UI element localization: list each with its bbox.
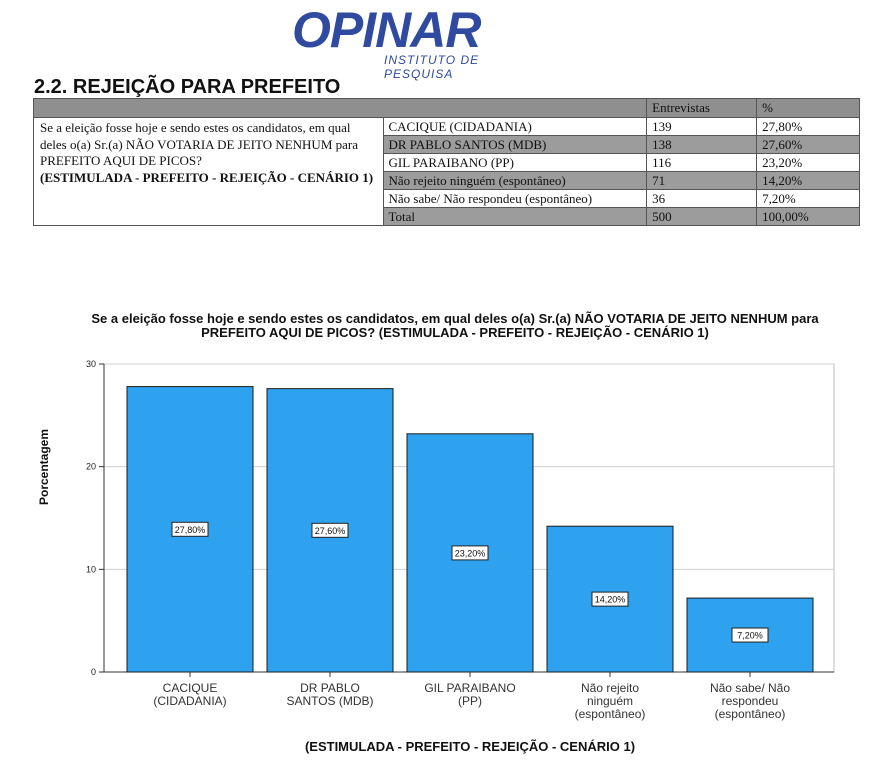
bar: [406, 433, 534, 673]
logo-wordmark: OPINAR: [292, 2, 481, 58]
row-count: 500: [646, 207, 758, 226]
chart-title: Se a eleição fosse hoje e sendo estes os…: [91, 311, 819, 340]
x-tick-label: CACIQUE: [163, 681, 218, 695]
row-count: 139: [646, 117, 758, 136]
table-row-total: Total 500 100,00%: [34, 207, 860, 226]
row-pct: 100,00%: [756, 207, 860, 226]
x-tick-label: (CIDADANIA): [153, 694, 226, 708]
x-tick-label: GIL PARAIBANO: [424, 681, 515, 695]
y-tick-label: 0: [91, 667, 96, 677]
results-table: Entrevistas % Se a eleição fosse hoje e …: [32, 98, 860, 226]
data-label: 14,20%: [595, 595, 626, 605]
row-label: CACIQUE (CIDADANIA): [382, 117, 648, 136]
question-note: (ESTIMULADA - PREFEITO - REJEIÇÃO - CENÁ…: [40, 169, 374, 185]
row-label: Total: [382, 207, 648, 226]
row-pct: 27,80%: [756, 117, 860, 136]
row-label: Não sabe/ Não respondeu (espontâneo): [382, 189, 648, 208]
data-label: 7,20%: [737, 631, 763, 641]
row-pct: 14,20%: [756, 171, 860, 190]
data-label-box: [451, 545, 489, 561]
plot-area: [103, 363, 835, 673]
header-interviews: Entrevistas: [646, 98, 758, 118]
bar: [266, 388, 394, 673]
x-tick-label: Não rejeito: [581, 681, 639, 695]
x-tick-label: (PP): [458, 694, 482, 708]
y-tick-label: 30: [86, 359, 96, 369]
data-label-box: [171, 521, 209, 537]
bar: [126, 386, 254, 673]
row-label: DR PABLO SANTOS (MDB): [382, 135, 648, 154]
table-row: Não rejeito ninguém (espontâneo) 71 14,2…: [34, 171, 860, 190]
section-title: 2.2. REJEIÇÃO PARA PREFEITO: [34, 76, 341, 98]
row-pct: 7,20%: [756, 189, 860, 208]
x-tick-label: (espontâneo): [575, 707, 646, 721]
data-label: 27,80%: [175, 525, 206, 535]
row-pct: 23,20%: [756, 153, 860, 172]
y-tick-label: 20: [86, 462, 96, 472]
question-cell: Se a eleição fosse hoje e sendo estes os…: [33, 117, 384, 226]
x-tick-label: SANTOS (MDB): [286, 694, 373, 708]
data-label: 23,20%: [455, 548, 486, 558]
x-tick-label: (espontâneo): [715, 707, 786, 721]
table-header-blank: [32, 98, 648, 118]
row-label: Não rejeito ninguém (espontâneo): [382, 171, 648, 190]
table-row: Não sabe/ Não respondeu (espontâneo) 36 …: [34, 189, 860, 208]
x-tick-label: DR PABLO: [300, 681, 360, 695]
row-count: 71: [646, 171, 758, 190]
opinar-logo: OPINAR INSTITUTO DE PESQUISA: [292, 2, 522, 81]
logo-subtitle: INSTITUTO DE PESQUISA: [384, 53, 480, 81]
row-count: 138: [646, 135, 758, 154]
table-header-row: Entrevistas %: [32, 98, 860, 118]
row-count: 116: [646, 153, 758, 172]
table-row: DR PABLO SANTOS (MDB) 138 27,60%: [34, 135, 860, 154]
question-text: Se a eleição fosse hoje e sendo estes os…: [40, 120, 358, 168]
data-label-box: [311, 522, 349, 538]
data-label: 27,60%: [315, 526, 346, 536]
x-tick-label: ninguém: [587, 694, 633, 708]
y-tick-label: 10: [86, 564, 96, 574]
row-count: 36: [646, 189, 758, 208]
row-label: GIL PARAIBANO (PP): [382, 153, 648, 172]
header-percent: %: [756, 98, 860, 118]
x-axis-label: (ESTIMULADA - PREFEITO - REJEIÇÃO - CENÁ…: [304, 739, 636, 754]
y-axis-label: Porcentagem: [37, 428, 51, 506]
table-row: Se a eleição fosse hoje e sendo estes os…: [33, 117, 860, 226]
x-tick-label: Não sabe/ Não: [710, 681, 790, 695]
x-tick-label: respondeu: [722, 694, 779, 708]
data-label-box: [731, 627, 769, 643]
data-label-box: [591, 591, 629, 607]
bar: [546, 525, 674, 673]
bar: [686, 597, 814, 673]
row-pct: 27,60%: [756, 135, 860, 154]
